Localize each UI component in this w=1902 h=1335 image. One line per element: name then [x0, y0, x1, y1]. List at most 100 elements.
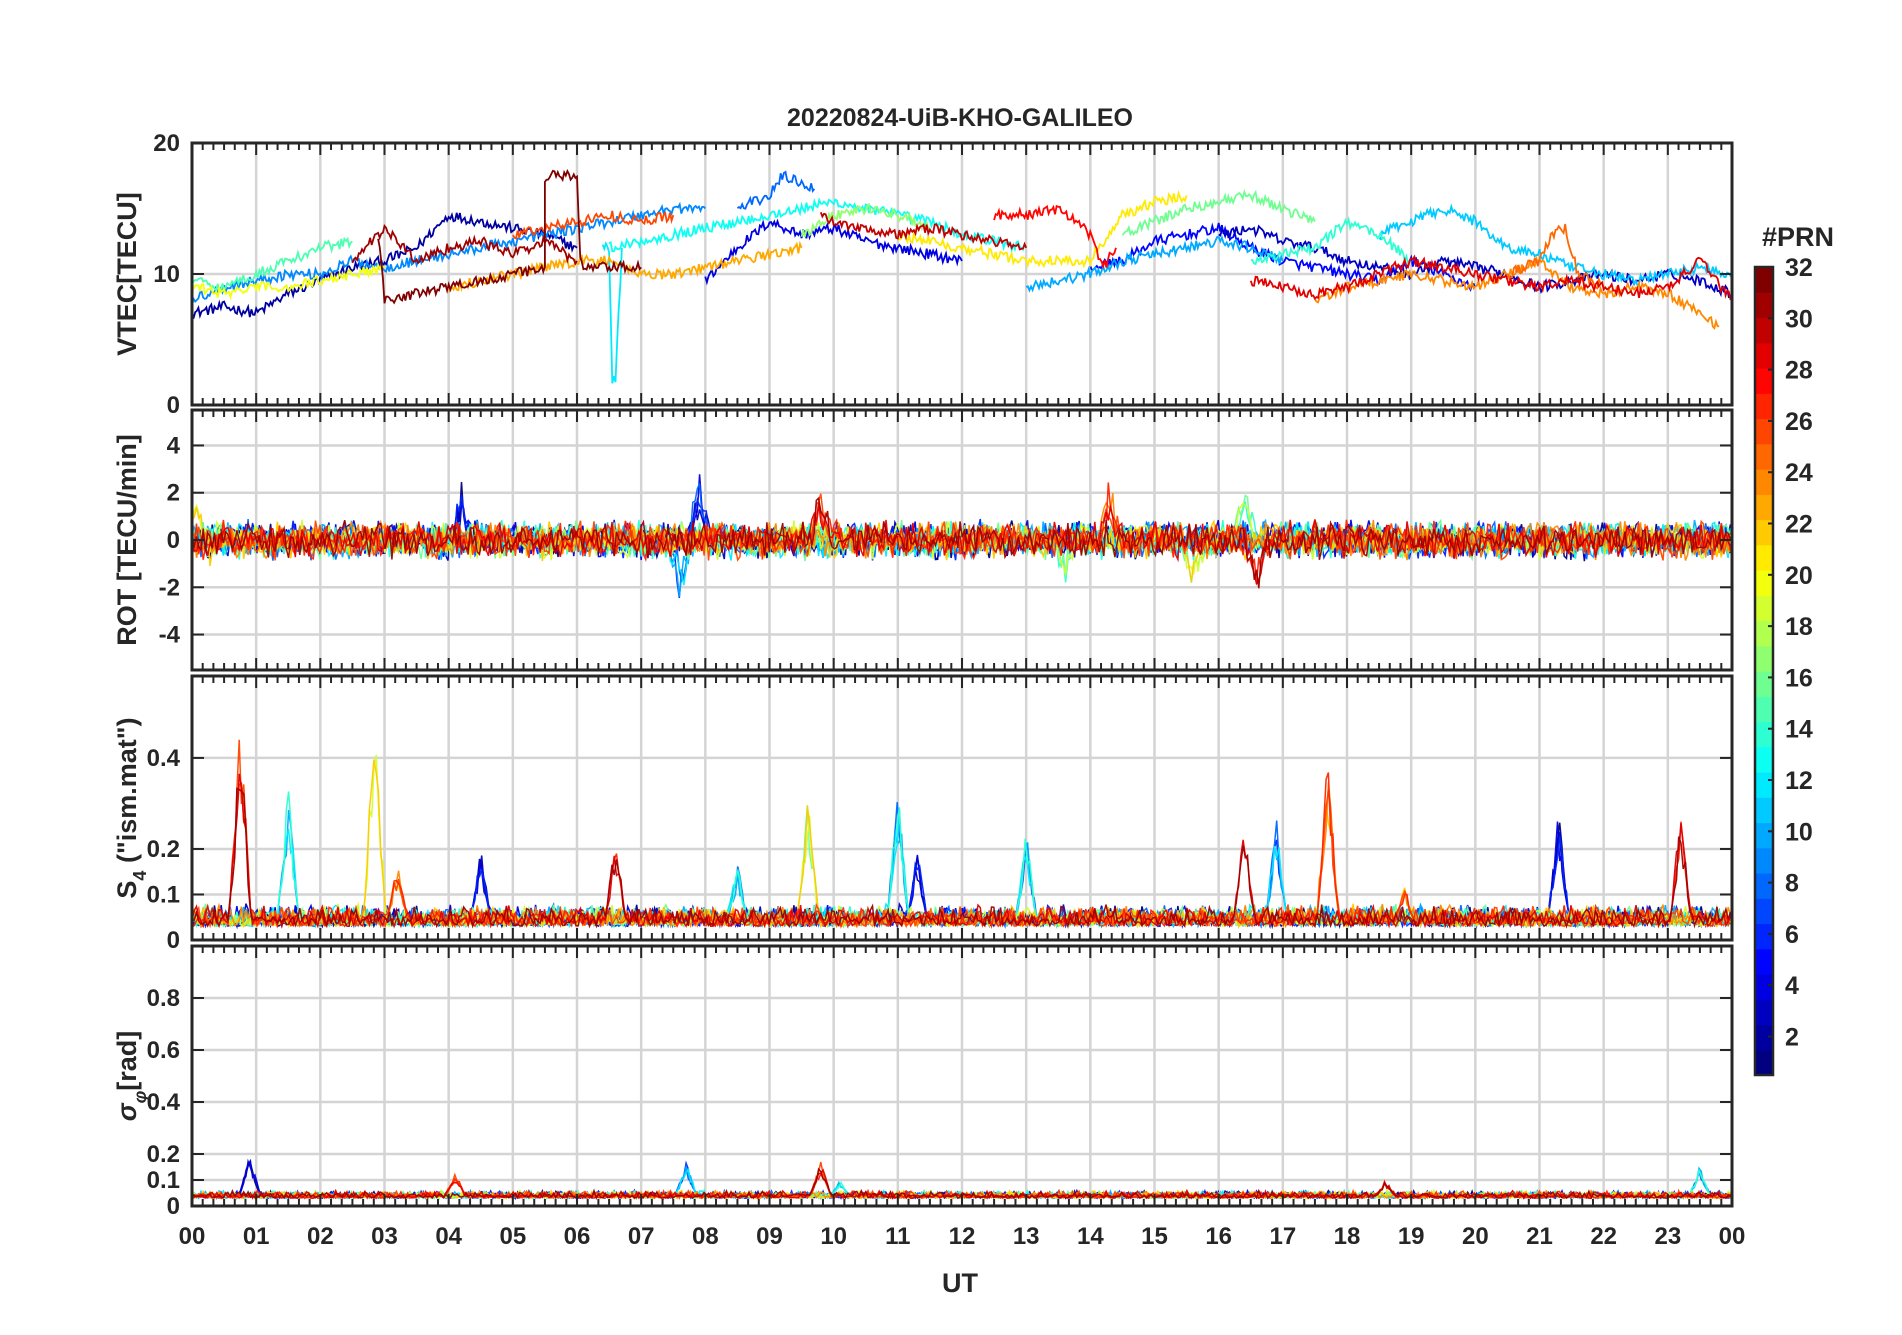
series-prn-30 — [819, 211, 1028, 251]
y-tick-label: 0 — [167, 392, 180, 419]
series-prn-11 — [1378, 203, 1732, 287]
data-s4 — [192, 739, 1732, 930]
colorbar-step — [1755, 721, 1773, 748]
series-prn-9 — [192, 201, 706, 306]
series-prn-14 — [1250, 216, 1412, 266]
colorbar-tick-label: 12 — [1785, 767, 1813, 795]
y-tick-label: 0.4 — [147, 745, 181, 772]
panel-sigphi: 00.10.2 0.4 0.6 0.8 σφ[rad] — [112, 944, 1734, 1220]
x-tick-label: 17 — [1269, 1223, 1296, 1250]
y-label-sub: φ — [130, 1090, 150, 1103]
x-tick-label: 22 — [1590, 1223, 1617, 1250]
series-prn-21 — [897, 189, 1188, 269]
colorbar-step — [1755, 974, 1773, 1000]
panel-s4: 0 0.1 0.2 0.4S4 ("ism.mat") — [112, 674, 1734, 954]
x-tick-label: 16 — [1205, 1223, 1232, 1250]
colorbar-step — [1755, 570, 1773, 596]
y-tick-label: 0.2 — [147, 1141, 180, 1168]
x-tick-label: 08 — [692, 1223, 719, 1250]
colorbar-tick-label: 4 — [1785, 972, 1799, 1000]
x-tick-label: 23 — [1654, 1223, 1681, 1250]
colorbar-step — [1755, 317, 1773, 344]
colorbar-step — [1755, 999, 1773, 1026]
x-tick-label: 02 — [307, 1223, 334, 1250]
colorbar-step — [1755, 671, 1773, 697]
y-tick-label: 10 — [153, 261, 180, 288]
colorbar-step — [1755, 418, 1773, 445]
y-tick-label: 0.1 — [147, 881, 180, 908]
colorbar-step — [1755, 443, 1773, 470]
x-tick-label: 14 — [1077, 1223, 1104, 1250]
y-axis-label-s4: S4 ("ism.mat") — [112, 717, 150, 898]
y-label-main: σ — [112, 1102, 142, 1121]
colorbar-step — [1755, 847, 1773, 874]
y-tick-label: 4 — [167, 432, 181, 459]
data-rot — [192, 474, 1732, 599]
colorbar-step — [1755, 772, 1773, 798]
colorbar-step — [1755, 342, 1773, 369]
y-tick-label: 0.8 — [147, 985, 180, 1012]
colorbar-step — [1755, 822, 1773, 849]
y-label-sub: 4 — [130, 871, 150, 881]
colorbar-step — [1755, 923, 1773, 950]
y-axis-label-sigphi: σφ[rad] — [112, 1031, 150, 1122]
x-tick-label: 10 — [820, 1223, 847, 1250]
colorbar-step — [1755, 469, 1773, 495]
x-tick-label: 15 — [1141, 1223, 1168, 1250]
colorbar-step — [1755, 645, 1773, 672]
series-prn-15 — [192, 236, 353, 293]
colorbar-tick-label: 20 — [1785, 562, 1813, 590]
colorbar-tick-label: 8 — [1785, 870, 1799, 898]
series-prn-24 — [1314, 254, 1720, 330]
y-tick-label: 20 — [153, 130, 180, 157]
y-tick-label: 0.1 — [147, 1167, 180, 1194]
colorbar-tick-label: 2 — [1785, 1024, 1799, 1052]
colorbar-step — [1755, 797, 1773, 824]
colorbar-step — [1755, 494, 1773, 521]
colorbar-tick-label: 28 — [1785, 357, 1813, 385]
x-tick-label: 18 — [1334, 1223, 1361, 1250]
colorbar-step — [1755, 746, 1773, 773]
x-tick-label: 09 — [756, 1223, 783, 1250]
data-vtec — [192, 168, 1732, 384]
x-tick-label: 12 — [949, 1223, 976, 1250]
x-tick-label: 13 — [1013, 1223, 1040, 1250]
series-prn-5 — [1089, 222, 1477, 293]
colorbar-tick-label: 26 — [1785, 408, 1813, 436]
colorbar-step — [1755, 948, 1773, 975]
series-prn-29 — [1249, 254, 1732, 301]
colorbar-tick-label: 14 — [1785, 716, 1813, 744]
colorbar-tick-label: 32 — [1785, 254, 1813, 282]
x-tick-label: 04 — [435, 1223, 462, 1250]
series-prn-32 — [377, 168, 642, 305]
x-tick-label: 01 — [243, 1223, 270, 1250]
colorbar-step — [1755, 292, 1773, 319]
x-tick-label: 00 — [1719, 1223, 1746, 1250]
y-tick-label: -4 — [159, 622, 181, 649]
colorbar-tick-label: 24 — [1785, 459, 1813, 487]
colorbar-step — [1755, 1024, 1773, 1051]
colorbar-tick-label: 16 — [1785, 664, 1813, 692]
x-tick-label: 06 — [564, 1223, 591, 1250]
series-prn-2 — [192, 212, 578, 320]
y-axis-label-vtec: VTEC[TECU] — [112, 192, 142, 356]
x-tick-label: 11 — [885, 1223, 910, 1250]
x-tick-label: 03 — [371, 1223, 398, 1250]
series-prn-25 — [1506, 223, 1605, 290]
chart-title: 20220824-UiB-KHO-GALILEO — [787, 104, 1133, 132]
y-tick-label: 0.2 — [147, 836, 180, 863]
y-tick-label: 0.6 — [147, 1037, 180, 1064]
series-prn-28 — [993, 204, 1117, 270]
y-axis-label-rot: ROT [TECU/min] — [112, 434, 142, 645]
colorbar-step — [1755, 1049, 1773, 1076]
series-prn-4 — [704, 218, 963, 286]
colorbar-step — [1755, 393, 1773, 420]
series-prn-10 — [1025, 234, 1284, 293]
y-tick-label: -2 — [159, 574, 180, 601]
colorbar-frame — [1753, 265, 1775, 1077]
series-prn-31 — [192, 496, 1732, 589]
y-tick-label: 0 — [167, 927, 180, 954]
colorbar-label: #PRN — [1762, 222, 1834, 252]
colorbar-step — [1755, 544, 1773, 571]
